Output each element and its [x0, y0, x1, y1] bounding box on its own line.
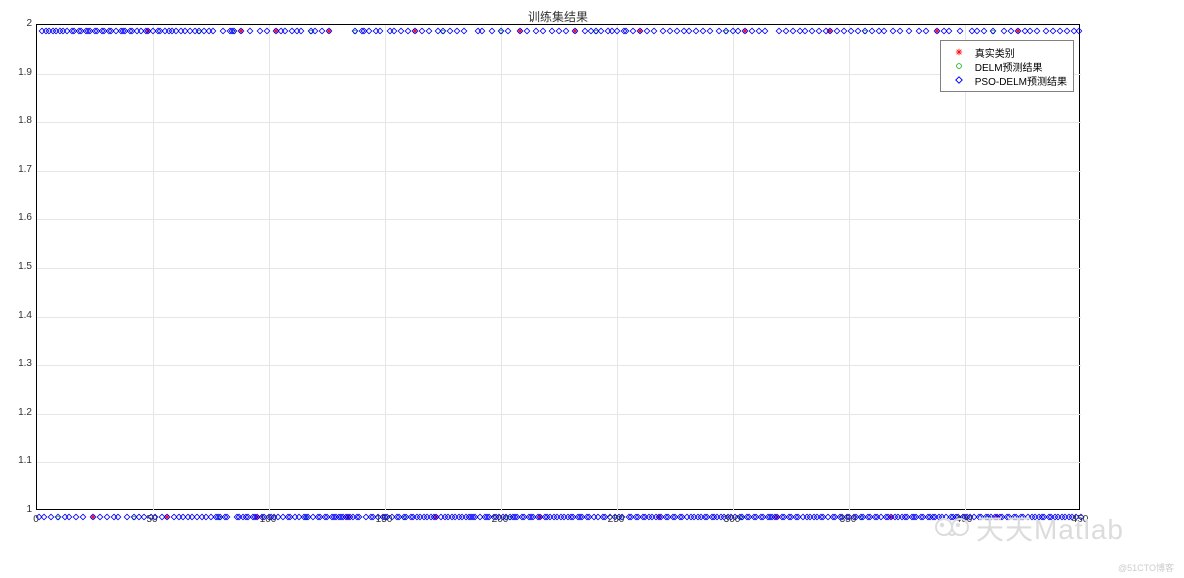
grid-h	[37, 171, 1081, 172]
pso-marker	[80, 508, 87, 515]
ytick-label: 2	[8, 18, 32, 29]
watermark-blog: @51CTO博客	[1118, 561, 1174, 574]
legend-row: DELM预测结果	[947, 59, 1067, 73]
pso-marker	[73, 508, 80, 515]
ytick-label: 1.1	[8, 455, 32, 466]
pso-marker	[124, 508, 131, 515]
grid-h	[37, 462, 1081, 463]
grid-h	[37, 219, 1081, 220]
legend-row: 真实类别	[947, 45, 1067, 59]
chart-title: 训练集结果	[36, 8, 1080, 25]
pso-marker	[115, 508, 122, 515]
ytick-label: 1.9	[8, 67, 32, 78]
xtick-label: 350	[836, 514, 860, 525]
pso-marker	[96, 508, 103, 515]
pso-marker	[163, 508, 170, 515]
legend-row: PSO-DELM预测结果	[947, 73, 1067, 87]
pso-marker	[89, 508, 96, 515]
legend-swatch	[947, 74, 971, 86]
watermark-matlab-text: 天天Matlab	[976, 508, 1124, 548]
pso-marker	[54, 508, 61, 515]
pso-marker	[356, 508, 363, 515]
legend-label: 真实类别	[975, 45, 1015, 60]
ytick-label: 1.7	[8, 164, 32, 175]
ytick-label: 1.8	[8, 115, 32, 126]
grid-h	[37, 74, 1081, 75]
xtick-label: 0	[24, 514, 48, 525]
ytick-label: 1.3	[8, 358, 32, 369]
pso-marker	[103, 508, 110, 515]
ytick-label: 1.6	[8, 212, 32, 223]
xtick-label: 150	[372, 514, 396, 525]
grid-h	[37, 317, 1081, 318]
watermark-matlab: 天天Matlab	[934, 508, 1124, 548]
grid-h	[37, 365, 1081, 366]
ytick-label: 1	[8, 504, 32, 515]
legend-swatch	[947, 60, 971, 72]
ytick-label: 1.4	[8, 310, 32, 321]
xtick-label: 100	[256, 514, 280, 525]
ytick-label: 1.5	[8, 261, 32, 272]
pso-marker	[66, 508, 73, 515]
pso-marker	[224, 508, 231, 515]
grid-h	[37, 268, 1081, 269]
plot-area	[36, 24, 1080, 510]
legend: 真实类别DELM预测结果PSO-DELM预测结果	[940, 40, 1074, 92]
xtick-label: 50	[140, 514, 164, 525]
grid-h	[37, 414, 1081, 415]
legend-label: DELM预测结果	[975, 59, 1043, 74]
xtick-label: 250	[604, 514, 628, 525]
legend-swatch	[947, 46, 971, 58]
ytick-label: 1.2	[8, 407, 32, 418]
grid-h	[37, 122, 1081, 123]
pso-marker	[47, 508, 54, 515]
xtick-label: 200	[488, 514, 512, 525]
legend-label: PSO-DELM预测结果	[975, 73, 1067, 88]
xtick-label: 300	[720, 514, 744, 525]
